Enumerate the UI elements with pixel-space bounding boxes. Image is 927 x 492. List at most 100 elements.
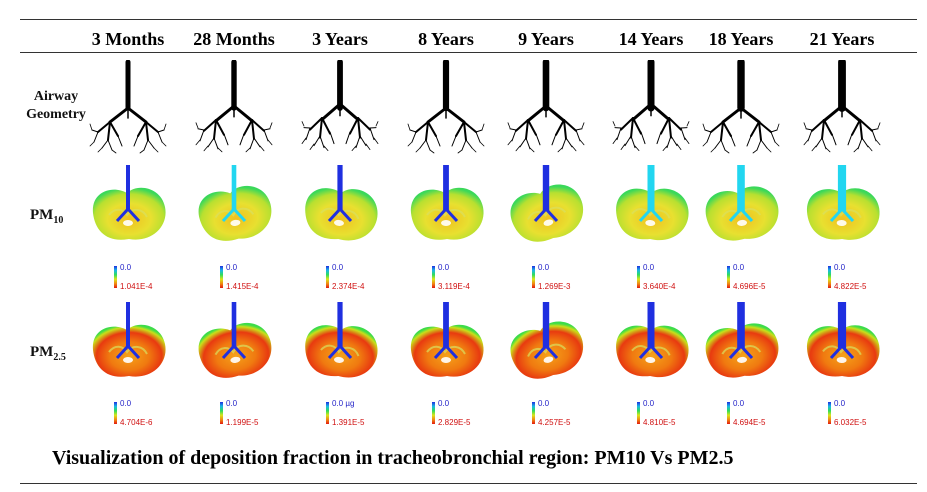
scale-max-value: 2.829E-5 [438,418,471,427]
pm25-color-scale-2: 0.0 1.199E-5 [220,399,280,429]
bottom-rule [20,483,917,484]
pm10-deposition-map-5 [503,163,589,249]
scale-min-value: 0.0 [226,263,238,272]
scale-max-value: 1.041E-4 [120,282,153,291]
pm10-color-scale-1: 0.0 1.041E-4 [114,263,174,293]
row-label-geometry: Airway Geometry [16,88,96,124]
airway-geometry-6 [611,60,691,155]
scale-max-value: 4.694E-5 [733,418,766,427]
color-scale-bar [532,402,535,424]
color-scale-bar [326,266,329,288]
pm10-color-scale-7: 0.0 4.696E-5 [727,263,787,293]
color-scale-bar [828,266,831,288]
airway-geometry-7 [701,60,781,155]
pm25-deposition-map-7 [698,300,784,386]
airway-geometry-8 [802,60,882,155]
column-header-7: 18 Years [708,29,774,49]
airway-geometry-4 [406,60,486,155]
pm25-color-scale-4: 0.0 2.829E-5 [432,399,492,429]
scale-min-value: 0.0 [438,263,450,272]
pm25-deposition-map-5 [503,300,589,386]
scale-max-value: 2.374E-4 [332,282,365,291]
column-header-6: 14 Years [618,29,684,49]
pm10-color-scale-2: 0.0 1.415E-4 [220,263,280,293]
scale-min-value: 0.0 [834,263,846,272]
scale-min-value: 0.0 [643,263,655,272]
column-header-8: 21 Years [809,29,875,49]
row-label-pm10-sub: 10 [53,215,64,226]
scale-max-value: 1.415E-4 [226,282,259,291]
scale-max-value: 1.269E-3 [538,282,571,291]
scale-max-value: 4.810E-5 [643,418,676,427]
color-scale-bar [727,402,730,424]
airway-geometry-2 [194,60,274,155]
scale-max-value: 3.640E-4 [643,282,676,291]
color-scale-bar [828,402,831,424]
column-header-2: 28 Months [193,29,275,49]
color-scale-bar [432,266,435,288]
scale-min-value: 0.0 [332,263,344,272]
row-label-pm25-base: PM [30,344,54,360]
pm25-deposition-map-2 [191,300,277,386]
color-scale-bar [532,266,535,288]
pm25-color-scale-6: 0.0 4.810E-5 [637,399,697,429]
row-label-pm25-sub: 2.5 [53,352,66,363]
scale-min-value: 0.0 [120,399,132,408]
column-header-4: 8 Years [418,29,474,49]
scale-min-value: 0.0 [538,263,550,272]
color-scale-bar [326,402,329,424]
scale-max-value: 4.257E-5 [538,418,571,427]
scale-max-value: 4.696E-5 [733,282,766,291]
color-scale-bar [114,402,117,424]
pm25-deposition-map-8 [799,300,885,386]
color-scale-bar [727,266,730,288]
column-header-1: 3 Months [91,29,165,49]
pm10-color-scale-4: 0.0 3.119E-4 [432,263,492,293]
pm10-deposition-map-2 [191,163,277,249]
scale-min-value: 0.0 [834,399,846,408]
scale-min-value: 0.0 [538,399,550,408]
column-header-3: 3 Years [312,29,368,49]
scale-max-value: 4.704E-6 [120,418,153,427]
pm25-deposition-map-4 [403,300,489,386]
pm10-deposition-map-6 [608,163,694,249]
pm10-deposition-map-1 [85,163,171,249]
top-rule [20,19,917,20]
pm10-color-scale-6: 0.0 3.640E-4 [637,263,697,293]
color-scale-bar [432,402,435,424]
figure-caption: Visualization of deposition fraction in … [52,447,734,469]
header-rule [20,52,917,53]
row-label-geometry-line1: Airway [33,89,79,104]
scale-min-value: 0.0 [643,399,655,408]
scale-min-value: 0.0 [120,263,132,272]
pm25-deposition-map-3 [297,300,383,386]
scale-max-value: 3.119E-4 [438,282,470,291]
row-label-pm25: PM2.5 [30,343,66,367]
scale-min-value: 0.0 [226,399,238,408]
color-scale-bar [637,266,640,288]
pm25-color-scale-7: 0.0 4.694E-5 [727,399,787,429]
row-label-pm10: PM10 [30,206,63,230]
pm25-color-scale-3: 0.0 µg 1.391E-5 [326,399,386,429]
pm10-color-scale-3: 0.0 2.374E-4 [326,263,386,293]
pm10-deposition-map-7 [698,163,784,249]
row-label-geometry-line2: Geometry [26,107,86,122]
color-scale-bar [637,402,640,424]
airway-geometry-1 [88,60,168,155]
scale-min-value: 0.0 [438,399,450,408]
pm25-color-scale-1: 0.0 4.704E-6 [114,399,174,429]
pm25-deposition-map-1 [85,300,171,386]
airway-geometry-5 [506,60,586,155]
scale-max-value: 1.199E-5 [226,418,259,427]
scale-max-value: 4.822E-5 [834,282,867,291]
pm10-color-scale-5: 0.0 1.269E-3 [532,263,592,293]
row-label-pm10-base: PM [30,207,54,223]
scale-max-value: 1.391E-5 [332,418,365,427]
pm10-color-scale-8: 0.0 4.822E-5 [828,263,888,293]
column-header-5: 9 Years [518,29,574,49]
pm25-color-scale-8: 0.0 6.032E-5 [828,399,888,429]
airway-geometry-3 [300,60,380,155]
scale-min-value: 0.0 µg [332,399,355,408]
pm25-deposition-map-6 [608,300,694,386]
pm25-color-scale-5: 0.0 4.257E-5 [532,399,592,429]
